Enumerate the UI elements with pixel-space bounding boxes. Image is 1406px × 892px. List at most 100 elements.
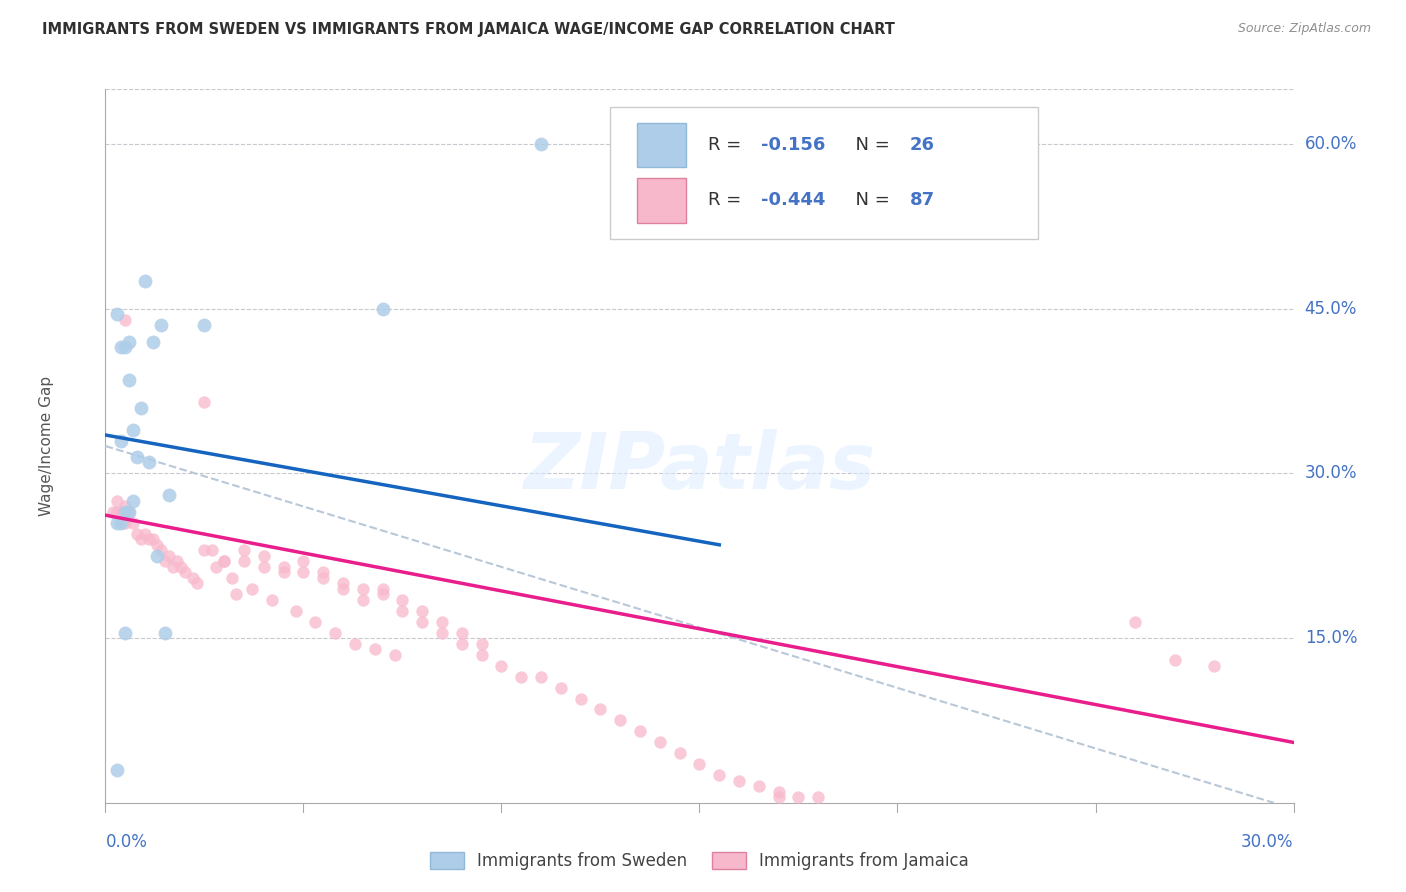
Point — [253, 549, 276, 563]
Point — [193, 318, 215, 333]
Text: N =: N = — [845, 136, 896, 154]
Point — [689, 757, 711, 772]
Text: Wage/Income Gap: Wage/Income Gap — [38, 376, 53, 516]
Point — [569, 691, 592, 706]
Point — [709, 768, 731, 782]
Point — [122, 494, 145, 508]
Point — [609, 714, 631, 728]
Point — [260, 592, 283, 607]
Point — [391, 604, 413, 618]
Point — [129, 401, 152, 415]
Text: 60.0%: 60.0% — [1305, 135, 1357, 153]
Point — [550, 681, 572, 695]
Text: 0.0%: 0.0% — [105, 833, 148, 851]
Point — [157, 488, 180, 502]
Point — [110, 505, 132, 519]
Point — [170, 559, 193, 574]
Point — [149, 318, 172, 333]
Point — [181, 571, 204, 585]
Point — [173, 566, 195, 580]
Point — [110, 434, 132, 448]
Point — [201, 543, 224, 558]
Point — [411, 615, 433, 629]
Point — [450, 637, 472, 651]
Point — [352, 582, 374, 596]
Point — [240, 582, 263, 596]
Point — [284, 604, 307, 618]
Point — [589, 702, 612, 716]
Point — [1123, 615, 1146, 629]
Point — [105, 307, 128, 321]
Point — [157, 549, 180, 563]
Point — [149, 543, 172, 558]
Point — [114, 312, 136, 326]
Text: 45.0%: 45.0% — [1305, 300, 1357, 318]
Point — [273, 559, 295, 574]
Point — [162, 559, 184, 574]
Point — [471, 648, 494, 662]
Text: R =: R = — [707, 136, 747, 154]
Point — [491, 658, 513, 673]
Bar — [637, 123, 686, 167]
Point — [371, 582, 394, 596]
Point — [138, 455, 160, 469]
Point — [129, 533, 152, 547]
Point — [292, 554, 315, 568]
Point — [214, 554, 236, 568]
Text: -0.444: -0.444 — [761, 192, 825, 210]
Point — [787, 790, 810, 805]
Text: 30.0%: 30.0% — [1241, 833, 1294, 851]
Legend: Immigrants from Sweden, Immigrants from Jamaica: Immigrants from Sweden, Immigrants from … — [423, 845, 976, 877]
Point — [127, 526, 149, 541]
Point — [221, 571, 243, 585]
Text: N =: N = — [845, 192, 896, 210]
Point — [352, 592, 374, 607]
Point — [273, 566, 295, 580]
Point — [127, 450, 149, 464]
Point — [146, 538, 169, 552]
Point — [768, 790, 790, 805]
Point — [312, 566, 335, 580]
Point — [105, 505, 128, 519]
Point — [430, 625, 453, 640]
Point — [118, 505, 141, 519]
Point — [233, 543, 256, 558]
Point — [153, 625, 176, 640]
Point — [343, 637, 366, 651]
Point — [186, 576, 208, 591]
FancyBboxPatch shape — [610, 107, 1038, 239]
Point — [105, 763, 128, 777]
Point — [728, 773, 751, 788]
Point — [384, 648, 406, 662]
Point — [103, 505, 125, 519]
Point — [364, 642, 387, 657]
Text: ZIPatlas: ZIPatlas — [523, 429, 876, 506]
Point — [110, 340, 132, 354]
Point — [371, 587, 394, 601]
Point — [105, 516, 128, 530]
Point — [371, 301, 394, 316]
Point — [193, 395, 215, 409]
Text: IMMIGRANTS FROM SWEDEN VS IMMIGRANTS FROM JAMAICA WAGE/INCOME GAP CORRELATION CH: IMMIGRANTS FROM SWEDEN VS IMMIGRANTS FRO… — [42, 22, 896, 37]
Point — [142, 533, 165, 547]
Point — [628, 724, 651, 739]
Point — [114, 516, 136, 530]
Bar — [637, 178, 686, 222]
Point — [114, 340, 136, 354]
Point — [391, 592, 413, 607]
Text: 15.0%: 15.0% — [1305, 629, 1357, 647]
Point — [118, 373, 141, 387]
Point — [304, 615, 326, 629]
Point — [166, 554, 188, 568]
Point — [105, 494, 128, 508]
Point — [110, 516, 132, 530]
Point — [1204, 658, 1226, 673]
Point — [292, 566, 315, 580]
Point — [312, 571, 335, 585]
Point — [332, 582, 354, 596]
Point — [430, 615, 453, 629]
Point — [205, 559, 228, 574]
Point — [118, 505, 141, 519]
Point — [193, 543, 215, 558]
Point — [807, 790, 830, 805]
